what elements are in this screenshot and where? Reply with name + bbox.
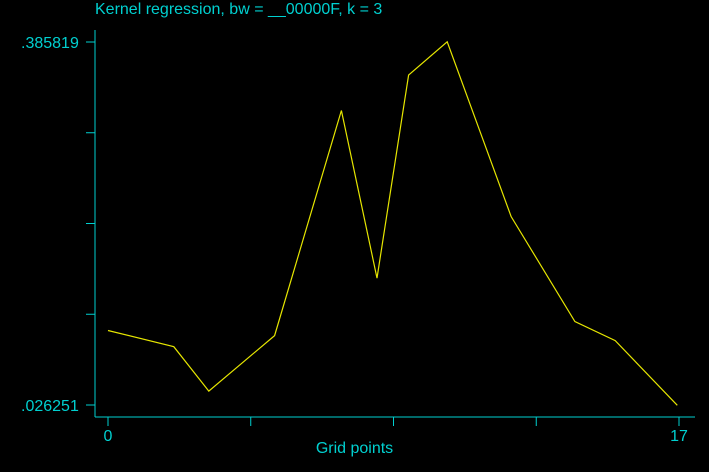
series-line-0 [107,40,678,406]
x-tick-label-min: 0 [104,428,113,445]
y-tick-label-min: .026251 [21,398,79,415]
x-axis-label: Grid points [315,440,394,457]
y-tick-label-max: .385819 [21,35,79,52]
chart-title: Kernel regression, bw = __00000F, k = 3 [95,1,383,18]
x-tick-label-max: 17 [670,428,688,445]
